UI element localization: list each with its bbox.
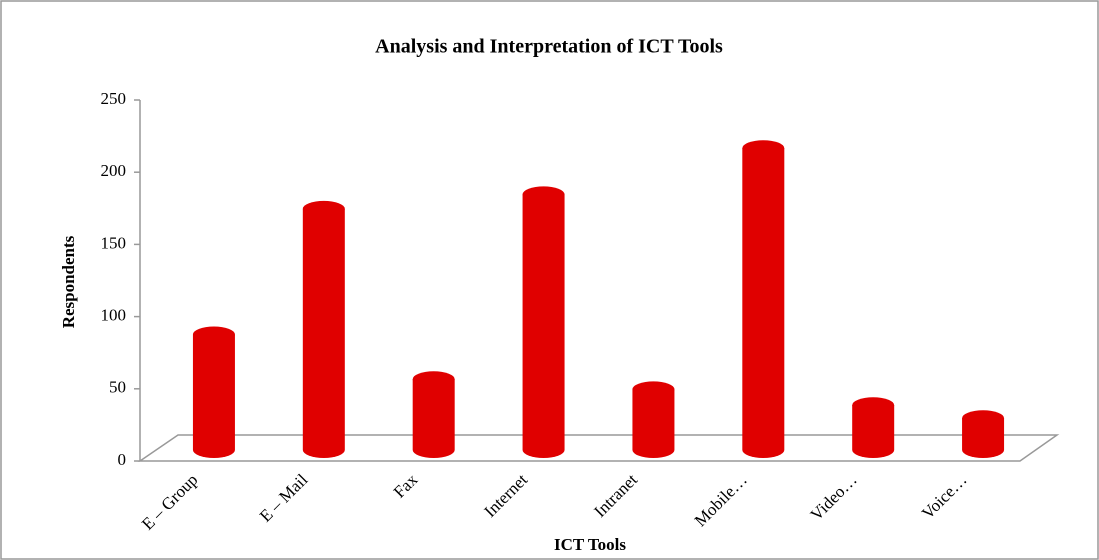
bar-top — [742, 140, 785, 157]
bar-body — [302, 208, 345, 458]
bar — [522, 186, 565, 459]
y-tick-label: 200 — [101, 161, 127, 180]
bar-body — [852, 405, 895, 458]
bar-body — [742, 148, 785, 459]
bar-top — [962, 410, 1005, 427]
bar-body — [632, 389, 675, 458]
bar — [632, 381, 675, 458]
y-tick-label: 150 — [101, 233, 127, 252]
bar-body — [962, 418, 1005, 458]
bar — [962, 410, 1005, 458]
bar — [412, 371, 455, 458]
bar-top — [632, 381, 675, 398]
y-axis-title: Respondents — [59, 235, 78, 328]
bar — [192, 326, 235, 458]
bar-body — [522, 194, 565, 459]
bar-top — [412, 371, 455, 388]
bar-body — [192, 334, 235, 458]
bar-top — [522, 186, 565, 203]
bar — [302, 200, 345, 458]
y-tick-label: 0 — [118, 450, 127, 469]
bar — [852, 397, 895, 458]
floor — [137, 434, 1060, 462]
bar-top — [192, 326, 235, 343]
x-axis-title: ICT Tools — [554, 535, 626, 554]
y-tick-label: 100 — [101, 306, 127, 325]
bar — [742, 140, 785, 459]
y-tick-label: 50 — [109, 378, 126, 397]
chart-title: Analysis and Interpretation of ICT Tools — [375, 36, 723, 58]
y-tick-label: 250 — [101, 89, 127, 108]
bar-body — [412, 379, 455, 458]
bar-top — [852, 397, 895, 414]
bar-top — [302, 200, 345, 217]
